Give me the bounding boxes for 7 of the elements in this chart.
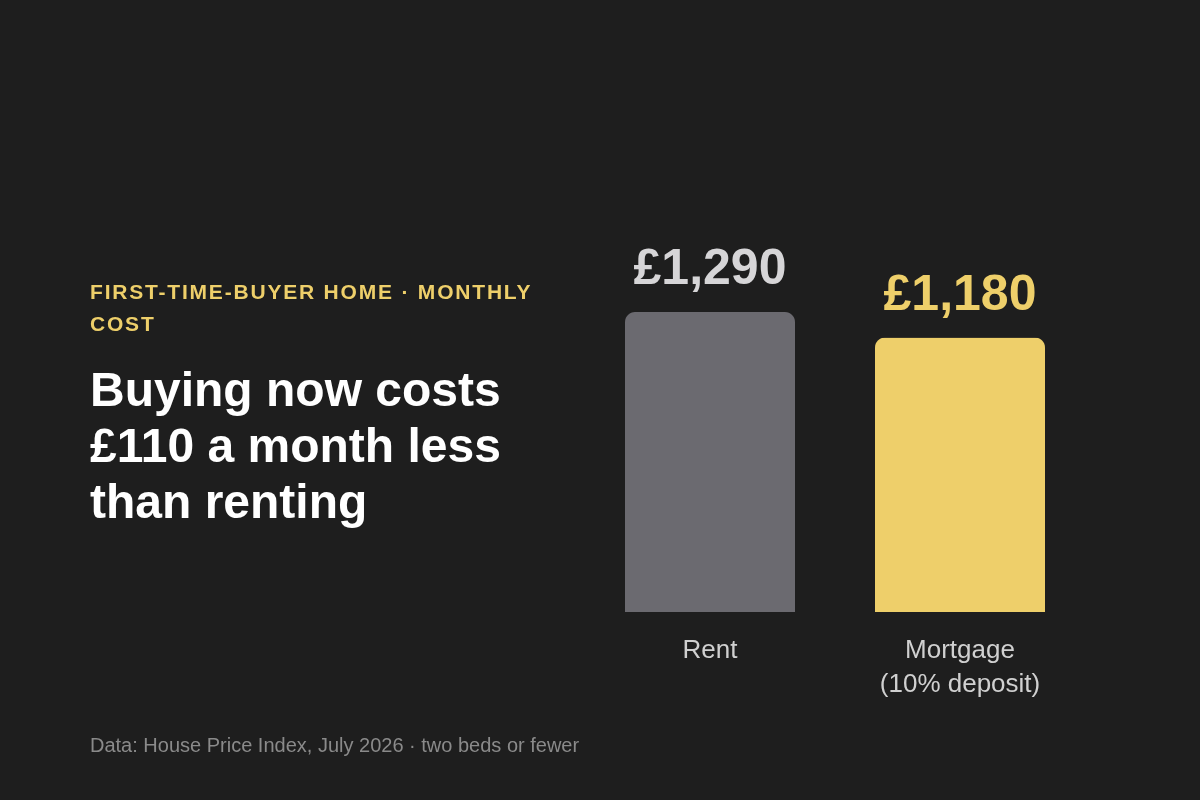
data-label: £1,180 <box>883 264 1037 321</box>
x-tick-label: Rent <box>682 633 739 664</box>
data-label: £1,290 <box>633 239 787 295</box>
x-tick-label: Mortgage (10% deposit) <box>879 633 1041 698</box>
text: Buying now costs £110 a month less than renting <box>90 362 502 530</box>
text: Data: House Price Index, July 2026 · two beds or fewer <box>90 734 580 757</box>
text: FIRST-TIME-BUYER HOME · MONTHLY COST <box>90 279 533 337</box>
